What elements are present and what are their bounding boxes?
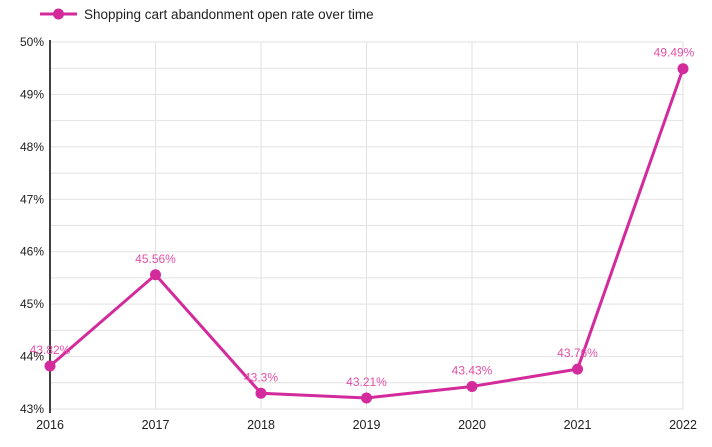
y-tick-label: 49%: [20, 87, 44, 101]
x-tick-label: 2017: [142, 418, 170, 432]
y-tick-label: 43%: [20, 402, 44, 416]
value-label: 43.43%: [452, 363, 493, 377]
value-label: 43.82%: [30, 343, 71, 357]
value-label: 43.76%: [557, 346, 598, 360]
data-point: [572, 363, 583, 375]
y-tick-label: 47%: [20, 192, 44, 206]
value-label: 43.21%: [346, 375, 387, 389]
data-point: [677, 63, 689, 75]
data-point: [361, 392, 372, 404]
value-label: 49.49%: [654, 46, 695, 60]
x-tick-label: 2021: [564, 418, 592, 432]
value-labels: 43.82% 45.56% 43.3% 43.21% 43.43% 43.76% 49.49…: [30, 46, 695, 389]
axis-tick-labels: 50% 49% 48% 47% 46% 45% 44% 43% 2016 2017 2018 2019…: [20, 35, 697, 432]
x-tick-label: 2018: [247, 418, 275, 432]
legend-dot-marker: [53, 8, 64, 20]
legend-item: Shopping cart abandonment open rate over…: [40, 7, 374, 22]
y-tick-label: 48%: [20, 140, 44, 154]
data-point: [150, 269, 161, 281]
data-point: [255, 387, 267, 399]
y-tick-label: 45%: [20, 297, 44, 311]
y-tick-label: 44%: [20, 350, 44, 364]
legend-label: Shopping cart abandonment open rate over…: [84, 7, 374, 22]
data-series: [44, 63, 689, 404]
x-tick-label: 2019: [353, 418, 381, 432]
value-label: 43.3%: [244, 370, 278, 384]
y-tick-label: 46%: [20, 245, 44, 259]
value-label: 45.56%: [135, 252, 176, 266]
data-point: [466, 380, 478, 392]
x-tick-label: 2020: [458, 418, 486, 432]
x-tick-label: 2022: [669, 418, 697, 432]
data-point: [44, 360, 56, 372]
x-tick-label: 2016: [36, 418, 64, 432]
y-tick-label: 50%: [20, 35, 44, 49]
